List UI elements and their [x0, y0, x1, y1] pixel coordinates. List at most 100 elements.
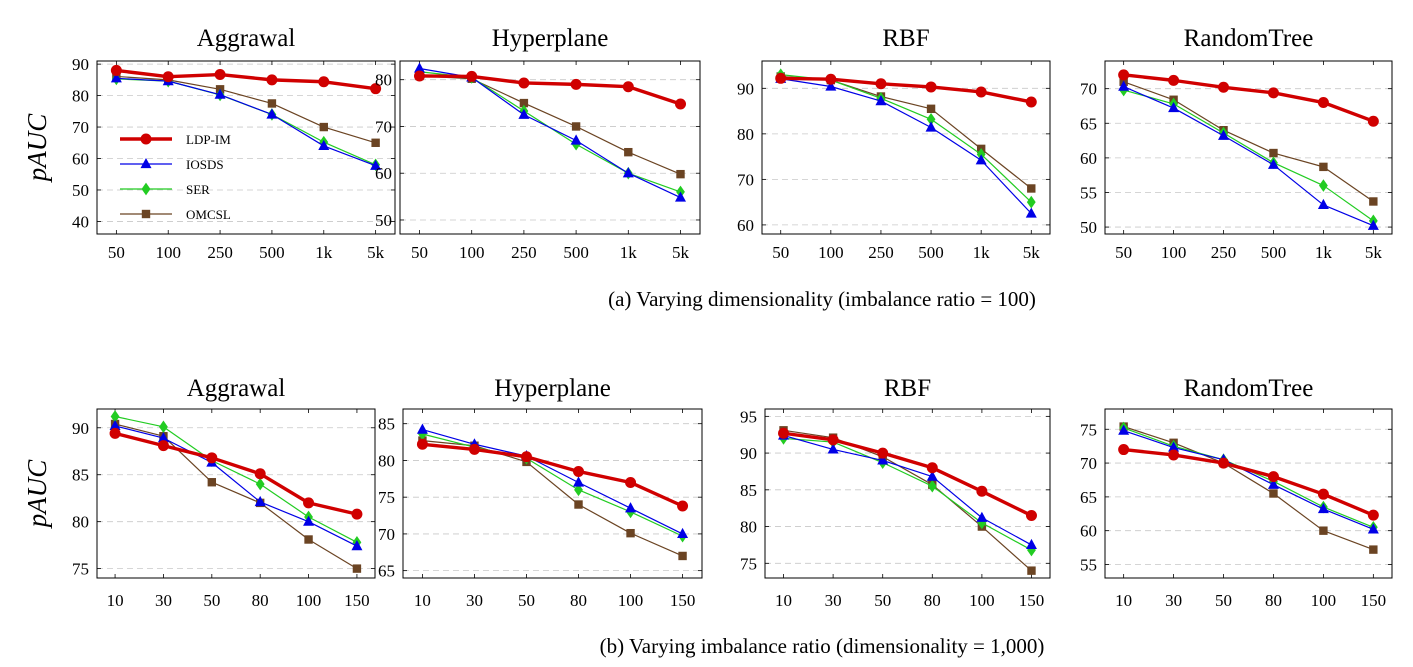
data-point [157, 432, 169, 443]
data-point [159, 420, 168, 434]
y-tick-label: 75 [740, 554, 757, 573]
legend-label: IOSDS [186, 157, 224, 172]
y-tick-label: 55 [1080, 183, 1097, 202]
series-line [422, 428, 683, 535]
chart-panel-b-hyperplane: Hyperplane 65 70 75 80 85 10 30 50 80 100 150 [378, 375, 703, 610]
data-point [352, 564, 362, 573]
data-point [675, 191, 686, 202]
data-point [778, 427, 790, 439]
plot-frame [402, 408, 703, 579]
data-point [676, 169, 685, 179]
y-tick-label: 60 [72, 150, 89, 169]
x-tick-label: 100 [1161, 243, 1187, 262]
y-tick-label: 85 [378, 415, 395, 434]
y-tick-label: 90 [740, 444, 757, 463]
series-line [783, 437, 1032, 551]
data-point [1218, 81, 1230, 93]
data-point [1369, 197, 1378, 206]
data-point [318, 76, 330, 88]
y-tick-label: 65 [1080, 488, 1097, 507]
plot-frame [1104, 408, 1393, 579]
series-line [114, 415, 358, 543]
data-point [1317, 97, 1329, 109]
y-tick-label: 65 [378, 562, 395, 581]
data-point [1118, 69, 1130, 81]
x-tick-label: 50 [1115, 243, 1132, 262]
y-tick-label: 90 [72, 55, 89, 74]
x-tick-label: 500 [1261, 243, 1287, 262]
data-point [351, 540, 363, 551]
data-point [414, 70, 425, 82]
data-point [573, 465, 585, 477]
data-point [267, 99, 277, 108]
y-tick-label: 80 [72, 87, 89, 106]
data-point [571, 122, 581, 131]
data-point [1218, 129, 1230, 140]
data-point [677, 527, 689, 539]
legend-marker [140, 157, 152, 169]
series-ldp-im [110, 64, 382, 95]
x-tick-label: 50 [1215, 591, 1232, 610]
data-point [625, 502, 637, 513]
series-ser [779, 432, 1036, 557]
series-ldp-im [778, 427, 1037, 522]
data-point [1118, 444, 1130, 456]
data-point [1319, 162, 1328, 172]
legend-marker [141, 209, 151, 219]
data-point [624, 147, 633, 157]
data-point [1267, 478, 1279, 489]
data-point [975, 154, 987, 165]
chart-panel-a-aggrawal: Aggrawal 40 50 60 70 80 90 50 100 250 500 1k 5k pAUC L… [22, 25, 396, 262]
y-tick-label: 80 [375, 71, 392, 90]
series-ldp-im [1118, 444, 1379, 521]
data-point [466, 70, 478, 82]
chart-panel-a-randomtree: RandomTree 50 55 60 65 70 50 100 250 500 1k 5k [1080, 25, 1393, 262]
data-point [1026, 195, 1036, 209]
x-tick-label: 100 [459, 243, 485, 262]
data-point [1168, 102, 1180, 113]
x-tick-label: 50 [874, 591, 891, 610]
data-point [975, 86, 987, 98]
data-point [1025, 207, 1037, 218]
data-point [1367, 509, 1379, 521]
x-tick-label: 150 [670, 591, 696, 610]
series-ser [110, 410, 362, 549]
series-line [419, 74, 682, 106]
y-tick-label: 70 [378, 525, 395, 544]
x-tick-label: 150 [1019, 591, 1045, 610]
series-iosds [778, 429, 1037, 550]
series-omcsl [418, 436, 687, 561]
series-iosds [416, 423, 689, 539]
y-tick-label: 65 [1080, 114, 1097, 133]
series-line [114, 431, 358, 516]
data-point [255, 477, 265, 491]
legend-entry-ldp-im: LDP-IM [120, 132, 231, 147]
series-line [422, 439, 683, 557]
data-point [827, 443, 839, 454]
series-ser [418, 427, 687, 543]
data-point [827, 434, 839, 446]
data-point [206, 452, 218, 464]
legend: LDP-IM IOSDS SER OMCSL [120, 132, 231, 222]
x-tick-label: 10 [414, 591, 431, 610]
data-point [110, 72, 122, 83]
data-point [519, 98, 529, 108]
x-tick-label: 10 [1115, 591, 1132, 610]
series-ser [111, 72, 381, 172]
x-tick-label: 150 [344, 591, 370, 610]
series-ldp-im [414, 70, 686, 110]
y-tick-label: 50 [1080, 218, 1097, 237]
data-point [1118, 80, 1130, 91]
chart-panel-a-hyperplane: Hyperplane 50 60 70 80 50 100 250 500 1k 5k [375, 25, 701, 262]
data-point [976, 485, 988, 497]
x-tick-label: 100 [296, 591, 322, 610]
data-point [927, 479, 937, 493]
series-line [114, 423, 358, 570]
x-tick-label: 50 [772, 243, 789, 262]
y-tick-label: 70 [1080, 454, 1097, 473]
y-tick-label: 55 [1080, 555, 1097, 574]
data-point [303, 497, 315, 509]
x-tick-label: 30 [825, 591, 842, 610]
x-tick-label: 500 [259, 243, 285, 262]
chart-title: RandomTree [1184, 25, 1314, 52]
